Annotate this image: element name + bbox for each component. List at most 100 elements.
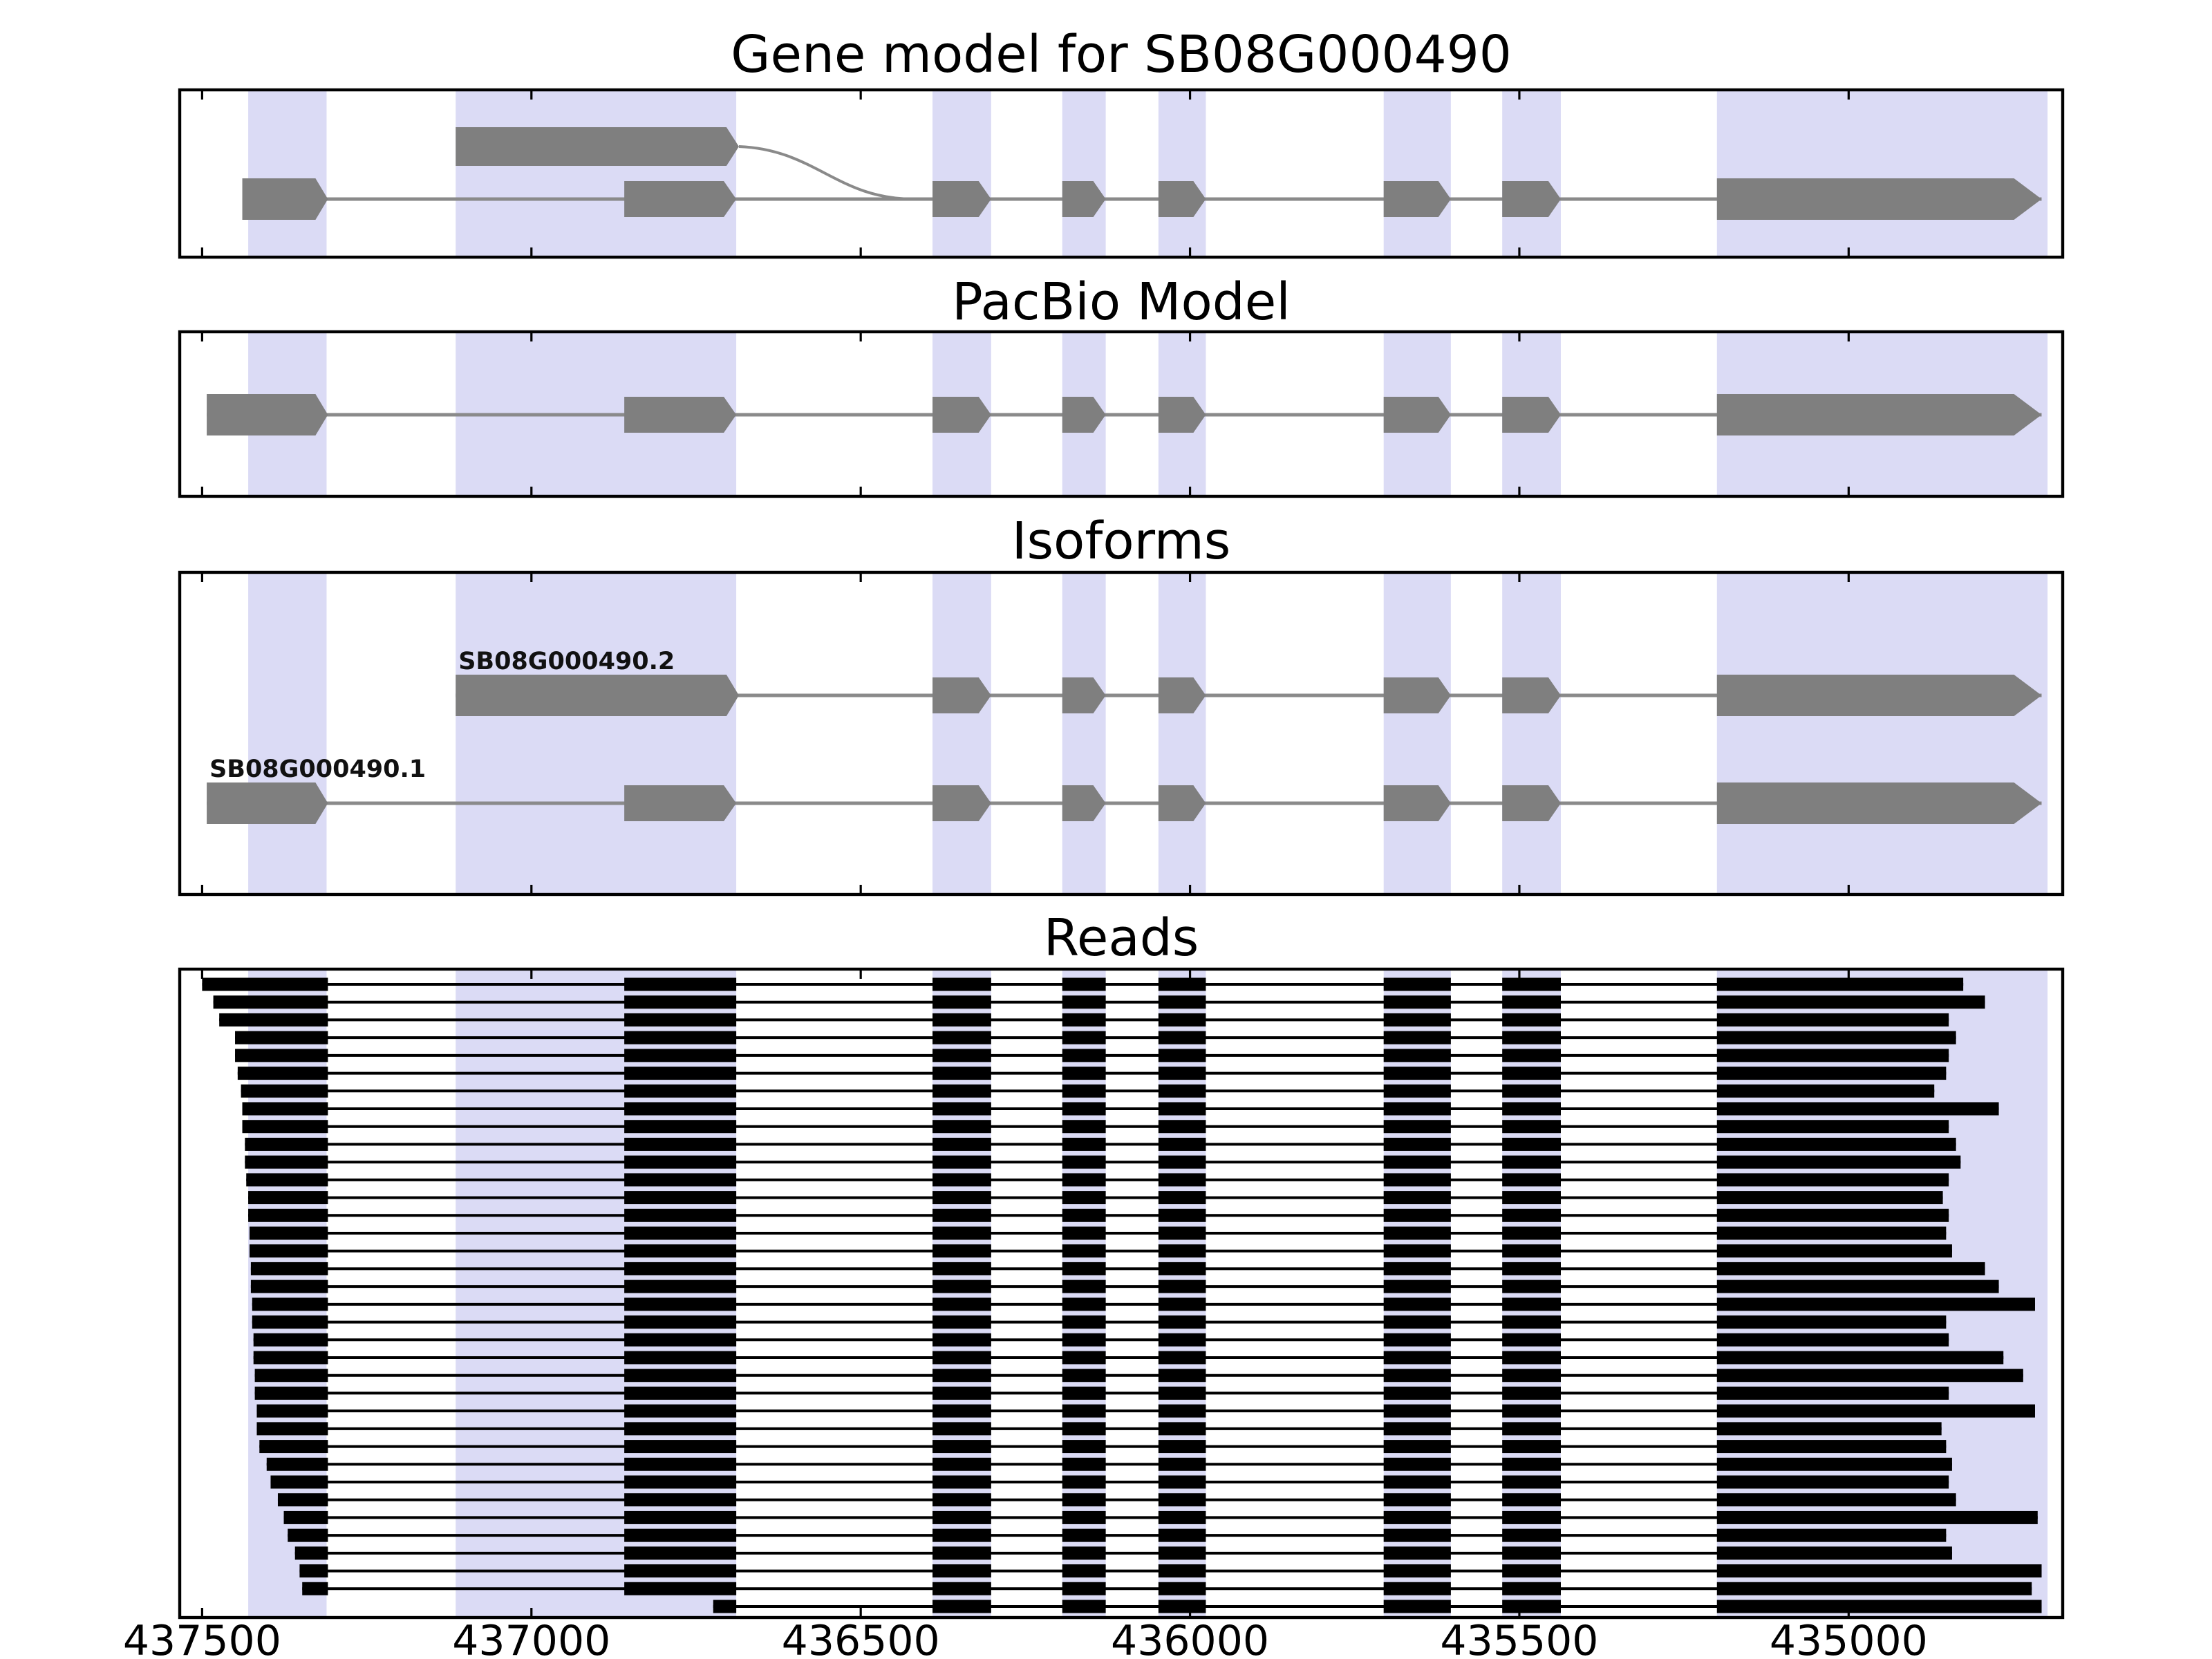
read-exon-block <box>624 1173 737 1187</box>
read-exon-block <box>932 1191 991 1205</box>
read-exon-block <box>1502 1280 1561 1293</box>
x-axis-tick-labels: 437500 437000 436500 436000 435500 435000 <box>123 1617 1928 1659</box>
read-exon-block <box>252 1315 328 1329</box>
read-exon-block <box>288 1528 328 1542</box>
read-exon-block <box>1716 1244 1952 1258</box>
highlight-region <box>932 572 991 894</box>
read-exon-block <box>1383 1084 1451 1098</box>
highlight-region <box>1158 572 1206 894</box>
read-exon-block <box>1062 1137 1106 1151</box>
read-exon-block <box>1383 1404 1451 1418</box>
read-exon-block <box>1716 995 1985 1009</box>
exon <box>1716 782 2042 824</box>
read-exon-block <box>932 1475 991 1489</box>
read-exon-block <box>245 1155 328 1169</box>
read-exon-block <box>1502 995 1561 1009</box>
read-exon-block <box>624 1422 737 1436</box>
read-exon-block <box>1062 1120 1106 1134</box>
x-tick-label: 436500 <box>782 1617 940 1659</box>
panel-gene-model <box>178 88 2065 259</box>
read-exon-block <box>1716 1510 2038 1524</box>
read-exon-block <box>250 1262 328 1275</box>
read-exon-block <box>1716 1280 1999 1293</box>
exon <box>1383 785 1451 821</box>
read-exon-block <box>932 1315 991 1329</box>
read-exon-block <box>932 1208 991 1222</box>
read-exon-block <box>1062 1244 1106 1258</box>
highlight-region <box>1062 572 1106 894</box>
read-exon-block <box>1716 1226 1947 1240</box>
read-exon-block <box>1062 1369 1106 1382</box>
read-exon-block <box>1158 1510 1206 1524</box>
read-exon-block <box>624 1315 737 1329</box>
read-exon-block <box>1383 1120 1451 1134</box>
read-exon-block <box>1502 1137 1561 1151</box>
read-exon-block <box>1716 1120 1949 1134</box>
read-exon-block <box>1502 1173 1561 1187</box>
read-exon-block <box>932 1137 991 1151</box>
read-exon-block <box>932 1493 991 1507</box>
read-exon-block <box>1158 1173 1206 1187</box>
read-exon-block <box>1158 1244 1206 1258</box>
read-exon-block <box>1062 1564 1106 1578</box>
x-tick-label: 435000 <box>1770 1617 1928 1659</box>
read-exon-block <box>1502 1369 1561 1382</box>
read-exon-block <box>624 1208 737 1222</box>
read-exon-block <box>624 1386 737 1400</box>
read-exon-block <box>1502 1422 1561 1436</box>
panel-title-pacbio: PacBio Model <box>952 272 1291 332</box>
read-exon-block <box>1502 1102 1561 1116</box>
highlight-region <box>1716 572 2048 894</box>
exon <box>624 785 737 821</box>
read-exon-block <box>1383 1297 1451 1311</box>
read-exon-block <box>1062 1422 1106 1436</box>
panel-border <box>178 88 2065 259</box>
read-exon-block <box>1062 1510 1106 1524</box>
read-exon-block <box>1502 1475 1561 1489</box>
read-exon-block <box>932 1600 991 1613</box>
read-exon-block <box>253 1333 328 1347</box>
read-exon-block <box>624 1369 737 1382</box>
exon <box>1062 397 1106 433</box>
read-exon-block <box>1716 1457 1952 1471</box>
panel-pacbio <box>178 330 2065 498</box>
read-exon-block <box>1062 1208 1106 1222</box>
x-tick-label: 437000 <box>452 1617 610 1659</box>
read-exon-block <box>1716 1191 1943 1205</box>
read-exon-block <box>1062 1262 1106 1275</box>
read-exon-block <box>624 1226 737 1240</box>
panel-title-isoforms: Isoforms <box>1012 512 1231 571</box>
exon <box>932 785 991 821</box>
read-exon-block <box>252 1297 328 1311</box>
exon <box>1502 785 1561 821</box>
read-exon-block <box>1383 1600 1451 1613</box>
read-exon-block <box>1383 1102 1451 1116</box>
read-exon-block <box>1062 1067 1106 1080</box>
read-exon-block <box>1502 1084 1561 1098</box>
read-exon-block <box>249 1244 328 1258</box>
read-exon-block <box>1062 1600 1106 1613</box>
read-exon-block <box>1158 1493 1206 1507</box>
read-exon-block <box>624 1191 737 1205</box>
read-exon-block <box>624 1528 737 1542</box>
highlight-region <box>1383 90 1451 257</box>
read-exon-block <box>1062 1226 1106 1240</box>
read-exon-block <box>932 1031 991 1044</box>
exon <box>1062 785 1106 821</box>
highlight-region <box>1716 90 2048 257</box>
read-exon-block <box>241 1084 328 1098</box>
read-exon-block <box>1716 1208 1949 1222</box>
read-exon-block <box>1716 1262 1985 1275</box>
read-exon-block <box>932 1404 991 1418</box>
read-exon-block <box>932 977 991 991</box>
read-exon-block <box>1502 1297 1561 1311</box>
read-exon-block <box>249 1226 328 1240</box>
read-exon-block <box>624 1049 737 1062</box>
exon <box>1062 181 1106 217</box>
read-exon-block <box>1502 1262 1561 1275</box>
read-exon-block <box>1158 1351 1206 1365</box>
exon <box>207 394 328 435</box>
read-exon-block <box>932 1528 991 1542</box>
exon <box>932 397 991 433</box>
read-exon-block <box>624 977 737 991</box>
